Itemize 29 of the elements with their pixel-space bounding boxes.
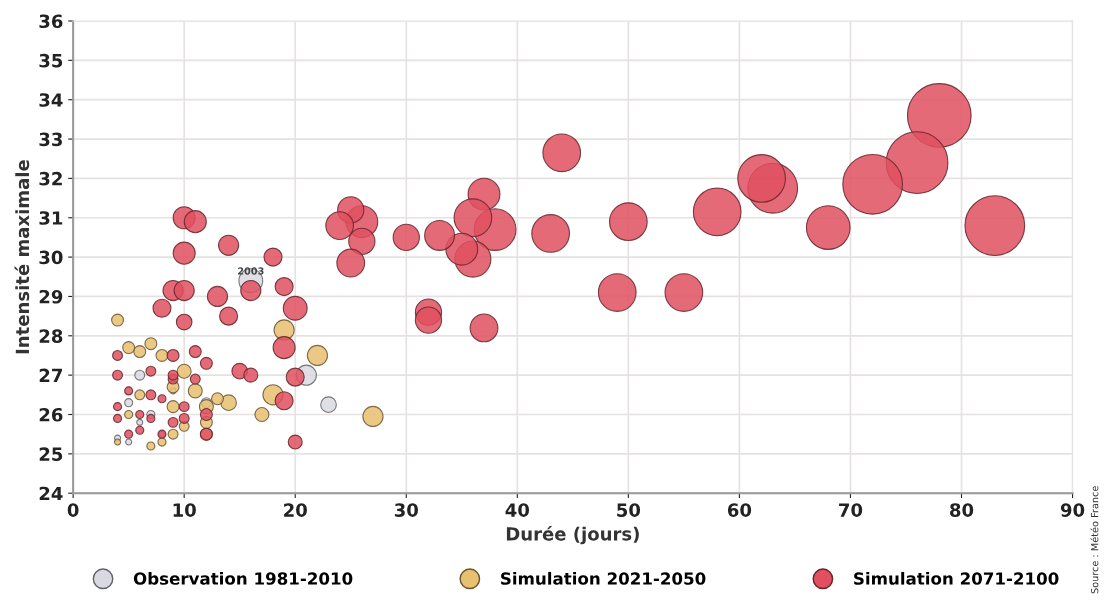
y-tick-label: 33 (39, 132, 62, 147)
y-axis-title: Intensité maximale (14, 160, 30, 354)
y-tick-label: 24 (39, 486, 63, 501)
x-tick-label: 20 (284, 503, 307, 517)
legend-label: Simulation 2021-2050 (501, 571, 706, 585)
y-tick-label: 35 (39, 53, 63, 68)
y-tick-label: 30 (39, 250, 63, 265)
x-tick-label: 70 (839, 503, 863, 517)
y-tick-label: 28 (39, 329, 63, 343)
legend-label: Simulation 2071-2100 (854, 571, 1059, 585)
x-tick-label: 10 (173, 503, 196, 517)
y-tick-label: 25 (39, 447, 63, 461)
y-tick-label: 29 (39, 289, 63, 304)
x-tick-label: 40 (505, 503, 530, 517)
x-tick-label: 0 (67, 503, 79, 517)
source-note: Source : Météo France (1090, 486, 1099, 594)
y-tick-label: 26 (39, 407, 63, 422)
x-tick-label: 90 (1060, 503, 1085, 517)
y-tick-label: 36 (39, 14, 63, 29)
x-axis-title: Durée (jours) (506, 525, 639, 545)
y-tick-label: 34 (39, 93, 63, 107)
legend-label: Observation 1981-2010 (133, 571, 353, 585)
x-tick-label: 30 (394, 503, 418, 517)
x-tick-label: 60 (727, 503, 752, 517)
y-tick-label: 27 (39, 368, 62, 383)
y-tick-label: 32 (39, 171, 62, 186)
y-tick-label: 31 (39, 211, 63, 225)
x-tick-label: 50 (617, 503, 641, 517)
x-tick-label: 80 (950, 503, 974, 517)
